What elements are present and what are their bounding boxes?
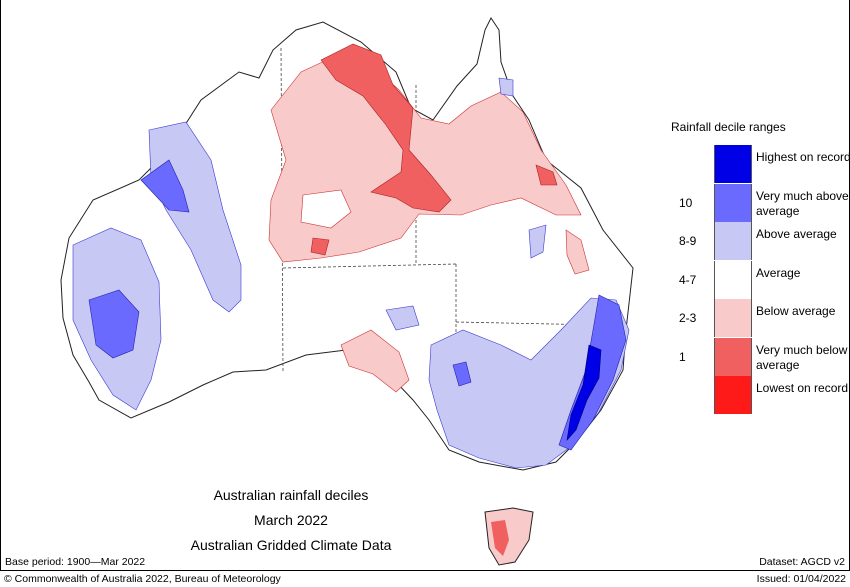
legend-row: 1 Very much below average [679,337,848,376]
legend-row: Highest on record [679,145,850,183]
copyright: © Commonwealth of Australia 2022, Bureau… [4,573,281,585]
highest-on-record-east [566,344,602,441]
very-much-above-average-se [452,361,472,387]
dataset-label: Dataset: AGCD v2 [759,556,845,568]
legend-swatch [714,260,752,299]
above-average-sa [385,305,420,331]
average-patch [300,189,352,229]
issued-date: Issued: 01/04/2022 [756,573,846,585]
legend-swatch [714,299,752,337]
australia-rainfall-map [60,17,634,566]
legend-label: Above average [756,227,837,241]
legend-swatch [714,183,752,222]
below-average-east [565,229,590,275]
tasmania [484,507,534,566]
legend-label: Average [756,265,801,280]
above-average-qld [528,224,547,259]
legend-row: 2-3 Below average [679,299,847,337]
legend-row: 4-7 Average [679,260,847,299]
legend-code: 2-3 [679,311,697,325]
legend-label: Very much below average [756,342,848,372]
tasmania-dry-area [491,520,509,556]
very-much-above-average-sw [88,289,140,359]
below-average-south [340,329,410,393]
legend-swatch [714,145,752,183]
map-period: March 2022 [254,512,328,528]
map-frame: Rainfall decile ranges Highest on record… [0,0,850,571]
legend-code: 10 [679,195,693,210]
very-much-below-average-gulf [535,164,558,186]
legend-code: 1 [679,349,686,364]
legend-label: Below average [756,304,836,318]
base-period: Base period: 1900—Mar 2022 [5,556,146,568]
above-average-north [498,77,514,97]
map-title: Australian rainfall deciles [213,487,369,503]
legend-row: 8-9 Above average [679,222,847,260]
map-subtitle: Australian Gridded Climate Data [190,537,392,553]
legend-code: 4-7 [679,272,697,287]
very-much-below-average-nt [310,237,330,256]
legend-label: Highest on record [756,150,850,164]
very-much-below-average [320,43,452,213]
legend-swatch [714,376,752,414]
very-much-above-average-nw [140,159,190,213]
legend-title: Rainfall decile ranges [671,120,786,134]
legend-code: 8-9 [679,234,697,248]
legend-row: Lowest on record [679,376,849,414]
legend-swatch [714,222,752,260]
legend-swatch [714,337,752,376]
legend-row: 10 Very much above average [679,183,849,222]
legend-label: Lowest on record [756,381,849,395]
legend-label: Very much above average [756,188,849,218]
